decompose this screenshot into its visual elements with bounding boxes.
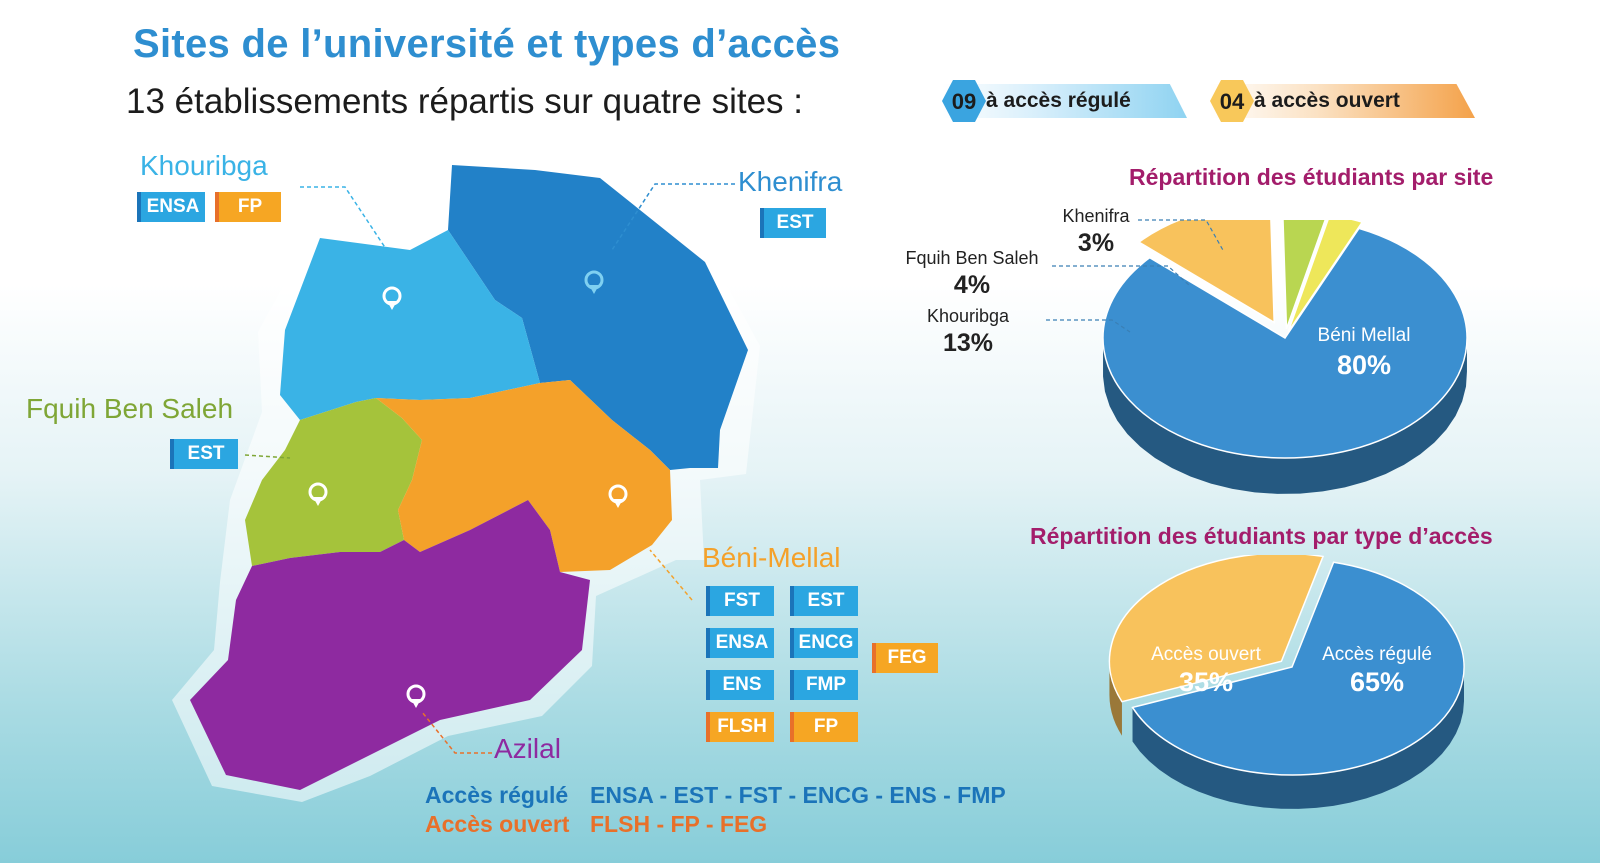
tag-fp: FP [215,192,281,222]
pie2-label-ouvert: Accès ouvert [1151,644,1261,665]
location-pin-icon [382,286,402,310]
leader-line [300,186,393,259]
location-pin-icon [406,684,426,708]
chart-title-access: Répartition des étudiants par type d’acc… [1030,523,1493,549]
tag-ensa: ENSA [137,192,205,222]
tag-ensa: ENSA [706,628,774,658]
pie1-label-khouribga: Khouribga [926,306,1010,326]
regule-count: 09 [951,89,977,114]
pie-slice-khenifra [1287,220,1364,333]
legend-regule-list: ENSA - EST - FST - ENCG - ENS - FMP [590,782,1006,808]
site-label-khouribga: Khouribga [140,150,268,181]
site-label-fquih-ben-saleh: Fquih Ben Saleh [26,393,234,424]
tag-fmp: FMP [790,670,858,700]
pie-slice-acc-s-ouvert [1108,555,1325,703]
site-label-khenifra: Khenifra [738,166,843,197]
tag-est: EST [790,586,858,616]
pie-slice-khouribga [1137,220,1275,324]
legend-ouvert-label: Accès ouvert [425,811,570,837]
pie2-value-ouvert: 35% [1178,667,1234,697]
tag-flsh: FLSH [706,712,774,742]
page-title: Sites de l’université et types d’accès [133,22,841,66]
tag-ens: ENS [706,670,774,700]
site-label-azilal: Azilal [494,733,561,764]
pie2-label-regule: Accès régulé [1322,644,1432,665]
pie1-value-beni-mellal: 80% [1336,350,1392,380]
pie-chart-access [1108,555,1465,809]
tag-est: EST [760,208,826,238]
pie1-label-beni-mellal: Béni Mellal [1317,325,1411,346]
region-khouribga [280,230,540,420]
hexagon-icon [1210,80,1254,122]
leader-line [1138,219,1225,253]
region-map [190,165,748,790]
tag-est: EST [170,439,238,469]
leader-line [421,711,492,754]
leader-line [1046,319,1131,333]
leader-line [1052,265,1191,287]
pie1-label-fquih-ben-saleh: Fquih Ben Saleh [905,248,1039,268]
leader-line [244,454,291,459]
regule-badge-label: à accès régulé [986,89,1131,112]
pie1-value-fquih-ben-saleh: 4% [953,271,991,299]
ouvert-badge-label: à accès ouvert [1254,89,1400,112]
pie1-value-khouribga: 13% [942,329,994,357]
pie-chart-site [1102,220,1468,494]
chart-title-site: Répartition des étudiants par site [1129,164,1494,190]
page-subtitle: 13 établissements répartis sur quatre si… [126,82,803,121]
tag-fp: FP [790,712,858,742]
pie2-value-regule: 65% [1349,667,1405,697]
region-azilal [190,500,590,790]
region-fquih-ben-saleh [245,398,422,566]
leader-line [649,549,693,601]
pie-slice-acc-s-r-gul- [1131,561,1465,776]
location-pin-icon [608,484,628,508]
legend-ouvert-list: FLSH - FP - FEG [590,811,768,837]
leader-line [611,183,735,251]
pie1-label-khenifra: Khenifra [1062,206,1130,226]
ouvert-badge: 04 à accès ouvert [1210,80,1475,122]
location-pin-icon [584,270,604,294]
legend-ouvert: Accès ouvert FLSH - FP - FEG [425,811,767,838]
pie-slice-side [1103,335,1467,494]
region-khenifra [448,165,748,470]
ouvert-count: 04 [1219,89,1245,114]
legend-regule-label: Accès régulé [425,782,569,808]
region-beni-mellal [376,380,672,572]
legend-regule: Accès régulé ENSA - EST - FST - ENCG - E… [425,782,1006,809]
pie-slice-fquih-ben-saleh [1282,220,1326,330]
tag-fst: FST [706,586,774,616]
regule-badge: 09 à accès régulé [942,80,1187,122]
location-pin-icon [308,482,328,506]
pie1-leader-lines [1046,219,1225,333]
pie1-value-khenifra: 3% [1077,229,1115,257]
pie-slice-side [1109,661,1122,736]
site-label-beni-mellal: Béni-Mellal [702,542,841,573]
pie-slice-side [1132,667,1464,809]
tag-feg: FEG [872,643,938,673]
tag-encg: ENCG [790,628,858,658]
pie-slice-b-ni-mellal [1102,227,1468,459]
